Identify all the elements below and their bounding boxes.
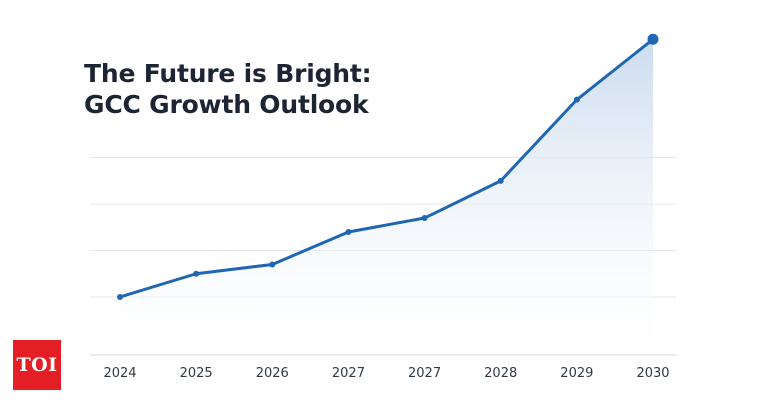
- x-tick-label: 2028: [484, 366, 517, 381]
- toi-logo: TOI: [13, 340, 61, 390]
- series-line: [118, 37, 655, 299]
- data-point-2027-4: [421, 215, 428, 222]
- x-tick-label: 2026: [256, 366, 289, 381]
- data-point-2027-3: [345, 228, 352, 235]
- data-point-2028-5: [497, 177, 504, 184]
- area-fill: [120, 39, 653, 356]
- x-tick-label: 2024: [103, 366, 136, 381]
- x-tick-label: 2030: [636, 366, 669, 381]
- data-point-2026-2: [269, 261, 276, 268]
- data-point-2025-1: [193, 270, 200, 277]
- x-tick-label: 2027: [332, 366, 365, 381]
- chart-title-line-2: GCC Growth Outlook: [84, 90, 369, 119]
- chart-title-line-1: The Future is Bright:: [84, 59, 372, 88]
- x-tick-label: 2029: [560, 366, 593, 381]
- x-tick-label: 2027: [408, 366, 441, 381]
- x-tick-label: 2025: [180, 366, 213, 381]
- data-point-2024-0: [117, 293, 123, 300]
- toi-logo-text: TOI: [16, 354, 58, 376]
- data-point-2029-6: [573, 96, 580, 103]
- chart-title: The Future is Bright: GCC Growth Outlook: [84, 58, 372, 120]
- data-point-2030-7: [647, 33, 659, 45]
